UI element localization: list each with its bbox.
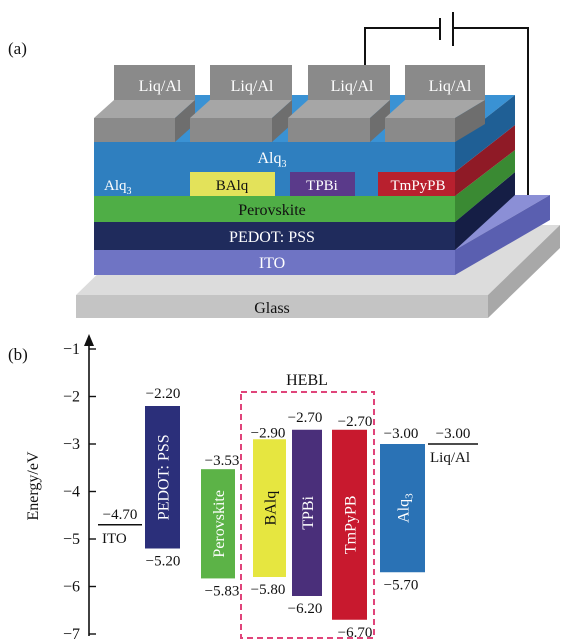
panel-a: (a) Glass ITO PEDOT: PSS: [8, 12, 560, 318]
y-axis-arrow: [84, 334, 94, 346]
electrode-1: Liq/Al: [190, 65, 292, 142]
energy-bar-name: BAlq: [263, 491, 280, 526]
electrode-3: Liq/Al: [385, 65, 485, 142]
liq-level: −3.00 Liq/Al: [428, 426, 478, 466]
ito-level-label: −4.70: [103, 507, 138, 523]
electrode-label: Liq/Al: [429, 78, 472, 95]
energy-bar-rect: [292, 429, 322, 596]
energy-bars: PEDOT: PSS −2.20 −5.20 Perovskite −3.53 −5.83…: [145, 386, 425, 641]
y-tick-label: −2: [63, 389, 80, 406]
y-tick-label: −1: [63, 341, 80, 358]
energy-bar-top-label: −2.70: [338, 414, 373, 430]
energy-bar-balq: BAlq −2.90 −5.80: [251, 425, 286, 598]
y-tick-label: −5: [63, 531, 80, 548]
energy-bar-bottom-label: −5.70: [384, 577, 419, 593]
electrode-label: Liq/Al: [139, 78, 182, 95]
energy-bar-name: Alq3: [396, 493, 416, 523]
tmpypb-label: TmPyPB: [390, 178, 445, 194]
energy-bar-tpbi: TPBi −2.70 −6.20: [288, 410, 323, 617]
liq-level-label: −3.00: [436, 426, 471, 442]
electrode-label: Liq/Al: [231, 78, 274, 95]
balq-block: [190, 172, 275, 196]
y-axis: −1 −2 −3 −4 −5 −6 −7 Energy/eV: [25, 334, 96, 643]
y-tick-label: −3: [63, 436, 80, 453]
energy-bar-name: TPBi: [300, 495, 317, 529]
tpbi-block: [290, 172, 355, 196]
panel-a-label: (a): [8, 39, 27, 58]
alq3-top-label: Alq3: [258, 150, 287, 170]
energy-bar-bottom-label: −5.80: [251, 582, 286, 598]
y-axis-label: Energy/eV: [25, 451, 42, 520]
y-tick-label: −7: [63, 626, 80, 643]
energy-bar-top-label: −2.90: [251, 425, 286, 441]
energy-bar-alq: Alq3 −3.00 −5.70: [380, 426, 425, 593]
energy-bar-name: TmPyPB: [343, 495, 360, 554]
energy-bar-name: PEDOT: PSS: [156, 434, 173, 520]
energy-bar-rect: [380, 444, 425, 573]
energy-bar-top-label: −3.53: [205, 453, 240, 469]
ito-name-label: ITO: [102, 531, 127, 547]
balq-label: BAlq: [216, 178, 249, 194]
y-tick-label: −4: [63, 484, 80, 501]
tpbi-label: TPBi: [306, 178, 338, 194]
energy-bar-rect: [253, 439, 286, 577]
energy-bar-bottom-label: −5.20: [146, 554, 181, 570]
energy-bar-perovskite: Perovskite −3.53 −5.83: [201, 453, 239, 599]
energy-bar-bottom-label: −6.70: [338, 625, 373, 641]
pedot-layer: PEDOT: PSS: [94, 172, 515, 250]
energy-bar-pedot-pss: PEDOT: PSS −2.20 −5.20: [145, 386, 180, 570]
energy-bar-rect: [201, 469, 235, 579]
liq-name-label: Liq/Al: [430, 450, 470, 466]
hebl-row: Alq3 BAlq TPBi TmPyPB: [94, 125, 515, 197]
hebl-box: HEBL: [240, 372, 375, 639]
perovskite-layer: Perovskite: [94, 150, 515, 222]
energy-bar-top-label: −2.20: [146, 386, 181, 402]
hebl-label: HEBL: [286, 372, 328, 389]
glass-label: Glass: [254, 300, 290, 317]
energy-bar-rect: [332, 429, 367, 620]
energy-bar-rect: [145, 406, 180, 549]
energy-bar-top-label: −2.70: [288, 410, 323, 426]
electrode-label: Liq/Al: [331, 78, 374, 95]
y-tick-label: −6: [63, 579, 80, 596]
energy-bar-top-label: −3.00: [384, 426, 419, 442]
tmpypb-block: [378, 172, 455, 196]
energy-bar-name: Perovskite: [211, 490, 228, 558]
panel-b: (b) −1 −2 −3 −4 −5 −6 −7 Energy/eV HEBL −4.70 …: [8, 334, 478, 643]
energy-bar-tmpypb: TmPyPB −2.70 −6.70: [332, 414, 372, 641]
pedot-label: PEDOT: PSS: [229, 229, 315, 246]
electrode-0: Liq/Al: [94, 65, 195, 142]
panel-b-label: (b): [8, 345, 28, 364]
energy-bar-bottom-label: −5.83: [205, 583, 240, 599]
alq3-left-label: Alq3: [104, 178, 132, 197]
ito-level: −4.70 ITO: [98, 507, 142, 547]
electrode-2: Liq/Al: [288, 65, 390, 142]
ito-label: ITO: [259, 255, 285, 272]
energy-bar-bottom-label: −6.20: [288, 601, 323, 617]
perovskite-label: Perovskite: [238, 202, 306, 219]
